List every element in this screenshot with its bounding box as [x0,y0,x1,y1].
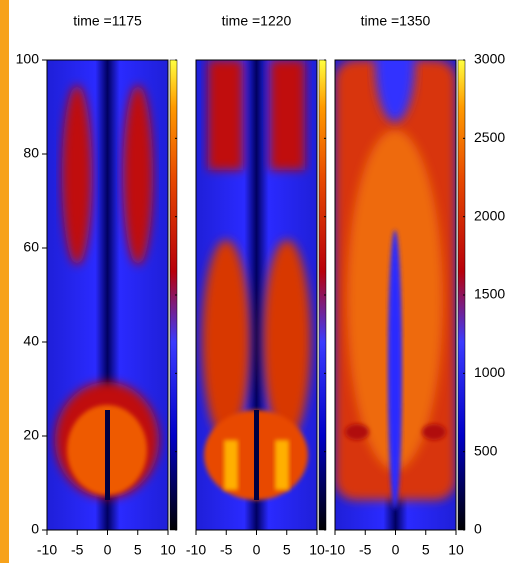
field [275,440,289,490]
heatmap [196,60,317,530]
y-tick-label: 80 [23,145,39,161]
y-tick-label: 40 [23,333,39,349]
field [270,60,305,170]
field [224,440,238,490]
y-tick-label: 60 [23,239,39,255]
x-tick-label: -10 [186,542,206,558]
x-tick-label: 5 [134,542,142,558]
field [123,85,153,265]
y-tick-label: 20 [23,427,39,443]
x-tick-label: 5 [422,542,430,558]
x-tick-label: 0 [392,542,400,558]
x-tick-label: -10 [37,542,57,558]
colorbar-tick-label: 2500 [474,129,505,145]
colorbar-tick-label: 2000 [474,207,505,223]
field [208,60,243,170]
colorbar-tick-label: 3000 [474,51,505,67]
heatmap [335,2,456,530]
field [422,424,446,440]
side-bar [0,0,9,563]
panel [196,60,317,530]
field [202,240,250,440]
colorbar-tick-label: 500 [474,442,498,458]
heatmap [47,60,168,530]
panel [335,2,456,530]
x-tick-label: 10 [309,542,325,558]
x-tick-label: 5 [283,542,291,558]
y-tick-label: 0 [31,521,39,537]
panel-title: time =1220 [222,13,292,29]
x-tick-label: 0 [253,542,261,558]
figure: time =1175 -10 -5 0 5 10 time =1220 -10 -5 0 5 10 ti… [0,0,509,563]
plots [47,2,456,530]
x-tick-label: -5 [359,542,372,558]
x-tick-label: 10 [448,542,464,558]
field [345,424,369,440]
x-tick-label: 0 [104,542,112,558]
panel-title: time =1175 [73,13,142,29]
field [62,85,92,265]
field [388,230,402,510]
field [105,410,110,500]
x-tick-label: -5 [220,542,233,558]
panel-title: time =1350 [361,13,431,29]
field [263,240,311,440]
x-tick-label: -5 [71,542,84,558]
colorbar-tick-label: 0 [474,521,482,537]
panel [47,60,168,530]
field [254,410,259,500]
x-tick-label: 10 [160,542,176,558]
colorbar-tick-label: 1000 [474,364,505,380]
colorbar-tick-label: 1500 [474,286,505,302]
x-tick-label: -10 [325,542,345,558]
y-tick-label: 100 [16,51,40,67]
